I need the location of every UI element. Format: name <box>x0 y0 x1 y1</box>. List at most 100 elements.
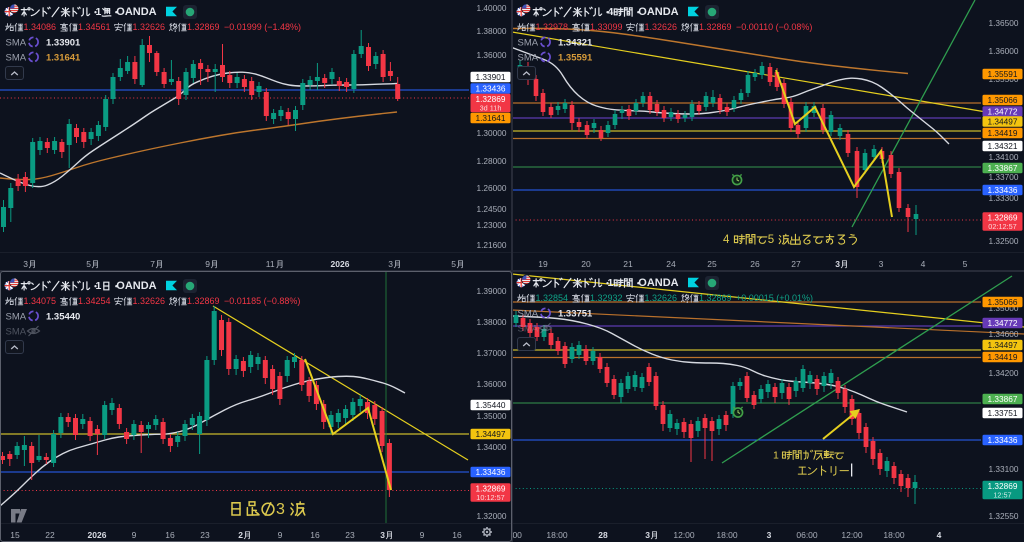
svg-text:12:00: 12:00 <box>673 530 695 540</box>
svg-text:11: 11 <box>266 259 275 269</box>
svg-text:23: 23 <box>200 530 210 540</box>
svg-text:SMA: SMA <box>6 37 27 48</box>
svg-text:1.31641: 1.31641 <box>46 53 81 64</box>
svg-text:1.33099: 1.33099 <box>590 22 623 32</box>
svg-text:1.36000: 1.36000 <box>477 50 507 60</box>
svg-text:1.21600: 1.21600 <box>477 240 507 250</box>
svg-text:10:12:57: 10:12:57 <box>476 493 504 502</box>
svg-text:3: 3 <box>645 530 650 540</box>
svg-text:1.32500: 1.32500 <box>989 236 1019 246</box>
svg-text:1.35066: 1.35066 <box>988 297 1018 307</box>
svg-text:3: 3 <box>767 530 772 540</box>
svg-text:3: 3 <box>879 259 884 269</box>
svg-text:3: 3 <box>388 259 393 269</box>
svg-text:1.31641: 1.31641 <box>476 113 506 123</box>
svg-text:1.28000: 1.28000 <box>477 156 507 166</box>
svg-text:SMA: SMA <box>518 52 539 63</box>
svg-text:1.32869: 1.32869 <box>187 22 220 32</box>
svg-text:OANDA: OANDA <box>638 277 678 289</box>
svg-text:1.39000: 1.39000 <box>477 286 507 296</box>
svg-text:1.35591: 1.35591 <box>558 53 593 64</box>
svg-text:1.34075: 1.34075 <box>24 296 57 306</box>
svg-text:1.35000: 1.35000 <box>989 303 1019 313</box>
svg-text:02:12:57: 02:12:57 <box>988 222 1016 231</box>
svg-text:5: 5 <box>768 234 774 246</box>
svg-text:1: 1 <box>96 280 102 292</box>
svg-text:1.34200: 1.34200 <box>989 368 1019 378</box>
svg-text:2026: 2026 <box>88 530 107 540</box>
svg-text:27: 27 <box>791 259 801 269</box>
svg-text:18:00: 18:00 <box>883 530 905 540</box>
svg-text:1.32626: 1.32626 <box>645 22 678 32</box>
svg-text:18:00: 18:00 <box>546 530 568 540</box>
svg-text:SMA: SMA <box>518 308 539 319</box>
svg-text:12:57: 12:57 <box>993 490 1011 499</box>
svg-text:4: 4 <box>921 259 926 269</box>
svg-text:1.24500: 1.24500 <box>477 204 507 214</box>
svg-text::00: :00 <box>512 530 522 540</box>
svg-text:1.33751: 1.33751 <box>558 309 593 320</box>
svg-text:1.34497: 1.34497 <box>988 340 1018 350</box>
svg-text:22: 22 <box>45 530 55 540</box>
svg-text:1: 1 <box>608 277 614 289</box>
svg-text:1: 1 <box>96 6 102 18</box>
svg-text:OANDA: OANDA <box>116 6 156 18</box>
svg-text:SMA: SMA <box>6 326 27 337</box>
svg-text:3: 3 <box>380 530 385 540</box>
svg-text:15: 15 <box>10 530 20 540</box>
svg-text:1.33300: 1.33300 <box>989 193 1019 203</box>
svg-text:2026: 2026 <box>331 259 350 269</box>
svg-text:−0.01999 (−1.48%): −0.01999 (−1.48%) <box>224 22 301 32</box>
svg-text:1.35440: 1.35440 <box>476 400 506 410</box>
svg-text:−0.01185 (−0.88%): −0.01185 (−0.88%) <box>224 296 300 306</box>
svg-text:3d 11h: 3d 11h <box>480 103 502 112</box>
svg-text:1.32869: 1.32869 <box>187 296 220 306</box>
svg-text:1: 1 <box>773 450 779 462</box>
svg-text:1.32978: 1.32978 <box>536 22 569 32</box>
svg-text:9: 9 <box>278 530 283 540</box>
svg-text:1.32854: 1.32854 <box>536 293 569 303</box>
svg-text:1.32000: 1.32000 <box>477 511 507 521</box>
svg-text:28: 28 <box>598 530 608 540</box>
svg-text:1.34600: 1.34600 <box>989 329 1019 339</box>
svg-text:1.33901: 1.33901 <box>46 38 81 49</box>
svg-text:1.32869: 1.32869 <box>988 481 1018 491</box>
svg-text:1.35066: 1.35066 <box>988 95 1018 105</box>
svg-text:5: 5 <box>86 259 91 269</box>
svg-text:1.32869: 1.32869 <box>476 94 506 104</box>
svg-text:1.32869: 1.32869 <box>476 483 506 493</box>
svg-text:12:00: 12:00 <box>841 530 863 540</box>
svg-text:9: 9 <box>132 530 137 540</box>
svg-text:1.37000: 1.37000 <box>477 348 507 358</box>
svg-text:3: 3 <box>276 501 285 518</box>
svg-text:5: 5 <box>451 259 456 269</box>
svg-text:1.34254: 1.34254 <box>78 296 111 306</box>
svg-text:9: 9 <box>205 259 210 269</box>
svg-text:1.36500: 1.36500 <box>989 18 1019 28</box>
svg-text:1.34497: 1.34497 <box>988 117 1018 127</box>
svg-text:26: 26 <box>750 259 760 269</box>
svg-text:1.38000: 1.38000 <box>477 26 507 36</box>
svg-text:23: 23 <box>345 530 355 540</box>
svg-text:1.33436: 1.33436 <box>988 185 1018 195</box>
svg-text:1.34000: 1.34000 <box>477 442 507 452</box>
svg-text:1.32626: 1.32626 <box>645 293 678 303</box>
svg-text:1.33700: 1.33700 <box>989 172 1019 182</box>
svg-text:OANDA: OANDA <box>116 280 156 292</box>
svg-text:16: 16 <box>452 530 462 540</box>
svg-text:1.34321: 1.34321 <box>558 38 593 49</box>
svg-text:1.34772: 1.34772 <box>988 107 1018 117</box>
svg-text:1.33901: 1.33901 <box>476 72 506 82</box>
svg-text:3: 3 <box>23 259 28 269</box>
svg-text:1.34497: 1.34497 <box>476 429 506 439</box>
svg-text:06:00: 06:00 <box>796 530 818 540</box>
svg-text:1.35000: 1.35000 <box>477 411 507 421</box>
svg-text:1.40000: 1.40000 <box>477 3 507 13</box>
svg-text:7: 7 <box>150 259 155 269</box>
svg-text:1.33436: 1.33436 <box>476 84 506 94</box>
svg-text:1.34419: 1.34419 <box>988 352 1018 362</box>
svg-text:1.34772: 1.34772 <box>988 318 1018 328</box>
svg-text:4: 4 <box>723 234 730 246</box>
svg-text:4: 4 <box>608 6 614 18</box>
svg-text:SMA: SMA <box>6 52 27 63</box>
